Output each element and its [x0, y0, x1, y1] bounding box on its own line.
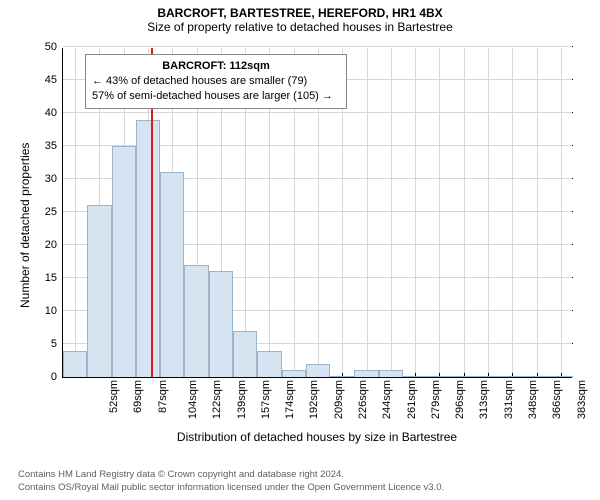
- y-tick-label: 5: [51, 338, 63, 350]
- histogram-bar: [452, 376, 476, 377]
- y-tick-label: 15: [45, 272, 63, 284]
- histogram-bar: [524, 376, 548, 377]
- x-tick-label: 104sqm: [187, 380, 199, 419]
- histogram-bar: [209, 271, 233, 377]
- attribution-footer: Contains HM Land Registry data © Crown c…: [18, 469, 444, 494]
- annotation-title: BARCROFT: 112sqm: [92, 59, 340, 74]
- histogram-bar: [112, 146, 136, 377]
- x-tick-label: 261sqm: [406, 380, 418, 419]
- gridline-v: [439, 48, 440, 377]
- x-tick-label: 313sqm: [479, 380, 491, 419]
- gridline-v: [75, 48, 76, 377]
- gridline-v: [561, 48, 562, 377]
- histogram-bar: [63, 351, 87, 377]
- y-tick-label: 50: [45, 41, 63, 53]
- histogram-bar: [549, 376, 573, 377]
- y-tick-label: 0: [51, 371, 63, 383]
- x-tick-label: 122sqm: [211, 380, 223, 419]
- histogram-bar: [136, 120, 160, 377]
- x-tick-label: 87sqm: [157, 380, 169, 413]
- x-axis-label-text: Distribution of detached houses by size …: [177, 430, 457, 444]
- histogram-bar: [306, 364, 330, 377]
- x-tick-label: 139sqm: [236, 380, 248, 419]
- attribution-line2: Contains OS/Royal Mail public sector inf…: [18, 482, 444, 494]
- annotation-line-smaller: ← 43% of detached houses are smaller (79…: [92, 74, 340, 89]
- x-tick-label: 279sqm: [430, 380, 442, 419]
- x-axis-label: Distribution of detached houses by size …: [62, 430, 572, 444]
- x-tick-label: 174sqm: [284, 380, 296, 419]
- chart-header: BARCROFT, BARTESTREE, HEREFORD, HR1 4BX …: [0, 6, 600, 34]
- property-size-chart: BARCROFT, BARTESTREE, HEREFORD, HR1 4BX …: [0, 0, 600, 500]
- x-tick-label: 192sqm: [309, 380, 321, 419]
- histogram-bar: [160, 172, 184, 377]
- y-axis-label-text: Number of detached properties: [18, 143, 32, 308]
- x-tick-label: 383sqm: [576, 380, 588, 419]
- y-tick-label: 45: [45, 74, 63, 86]
- y-tick-label: 25: [45, 206, 63, 218]
- x-tick-label: 244sqm: [381, 380, 393, 419]
- histogram-bar: [233, 331, 257, 377]
- y-tick-label: 10: [45, 305, 63, 317]
- annotation-box: BARCROFT: 112sqm ← 43% of detached house…: [85, 54, 347, 109]
- histogram-bar: [330, 376, 354, 377]
- x-tick-label: 69sqm: [132, 380, 144, 413]
- y-tick-label: 30: [45, 173, 63, 185]
- histogram-bar: [379, 370, 403, 377]
- y-tick-label: 40: [45, 107, 63, 119]
- y-tick-label: 20: [45, 239, 63, 251]
- gridline-v: [537, 48, 538, 377]
- x-tick-label: 366sqm: [551, 380, 563, 419]
- gridline-v: [391, 48, 392, 377]
- histogram-bar: [184, 265, 208, 377]
- y-tick-label: 35: [45, 140, 63, 152]
- histogram-bar: [87, 205, 111, 377]
- chart-title: BARCROFT, BARTESTREE, HEREFORD, HR1 4BX: [0, 6, 600, 20]
- histogram-bar: [476, 376, 500, 377]
- histogram-bar: [354, 370, 378, 377]
- gridline-v: [512, 48, 513, 377]
- gridline-v: [367, 48, 368, 377]
- histogram-bar: [500, 376, 524, 377]
- histogram-bar: [282, 370, 306, 377]
- x-tick-label: 348sqm: [527, 380, 539, 419]
- x-tick-label: 226sqm: [357, 380, 369, 419]
- histogram-bar: [403, 376, 427, 377]
- gridline-h: [63, 46, 572, 47]
- gridline-v: [488, 48, 489, 377]
- x-tick-label: 296sqm: [454, 380, 466, 419]
- chart-subtitle: Size of property relative to detached ho…: [0, 20, 600, 34]
- x-tick-label: 209sqm: [333, 380, 345, 419]
- annotation-line-larger: 57% of semi-detached houses are larger (…: [92, 89, 340, 104]
- x-tick-label: 157sqm: [260, 380, 272, 419]
- gridline-v: [464, 48, 465, 377]
- x-tick-label: 52sqm: [108, 380, 120, 413]
- histogram-bar: [257, 351, 281, 377]
- gridline-v: [415, 48, 416, 377]
- y-axis-label: Number of detached properties: [18, 143, 32, 308]
- attribution-line1: Contains HM Land Registry data © Crown c…: [18, 469, 444, 481]
- histogram-bar: [427, 376, 451, 377]
- x-tick-label: 331sqm: [503, 380, 515, 419]
